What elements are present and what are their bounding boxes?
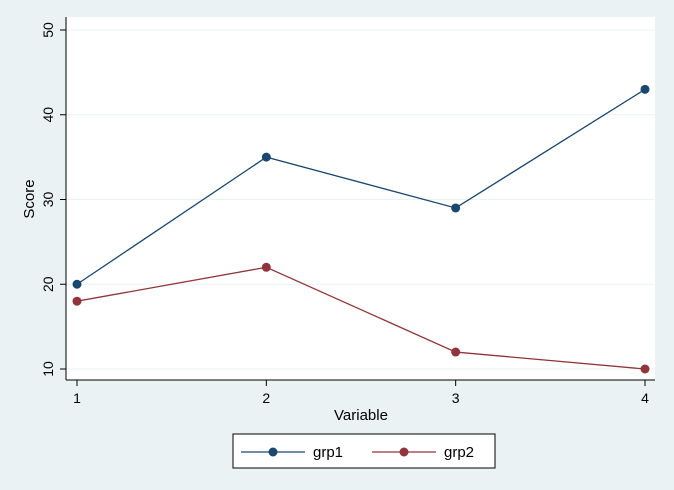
data-point-grp2 xyxy=(261,262,271,272)
data-point-grp2 xyxy=(451,347,461,357)
legend-label-grp2: grp2 xyxy=(444,444,474,461)
x-tick-label: 2 xyxy=(262,390,270,406)
y-axis-title: Score xyxy=(21,179,38,218)
series xyxy=(72,84,650,374)
data-point-grp1 xyxy=(72,279,82,289)
legend: grp1 grp2 xyxy=(232,433,496,469)
grid-lines xyxy=(66,29,655,370)
y-tick-label: 20 xyxy=(40,276,56,292)
data-point-grp2 xyxy=(640,364,650,374)
plot-area xyxy=(66,17,655,380)
data-point-grp1 xyxy=(451,203,461,213)
x-tick-label: 1 xyxy=(73,390,81,406)
data-point-grp1 xyxy=(640,84,650,94)
y-tick-label: 10 xyxy=(40,361,56,377)
ticks: 10 20 30 40 50 1 2 3 4 xyxy=(40,22,649,406)
x-axis-title: Variable xyxy=(334,407,388,424)
y-tick-label: 30 xyxy=(40,192,56,208)
legend-marker-grp2 xyxy=(399,447,409,457)
x-tick-label: 3 xyxy=(452,390,460,406)
axes xyxy=(65,17,655,381)
legend-marker-grp1 xyxy=(268,447,278,457)
legend-label-grp1: grp1 xyxy=(313,444,343,461)
data-point-grp2 xyxy=(72,296,82,306)
x-tick-label: 4 xyxy=(641,390,649,406)
y-tick-label: 40 xyxy=(40,107,56,123)
y-tick-label: 50 xyxy=(40,22,56,38)
series-line-grp2 xyxy=(76,266,646,370)
data-point-grp1 xyxy=(261,152,271,162)
series-line-grp1 xyxy=(76,88,646,285)
